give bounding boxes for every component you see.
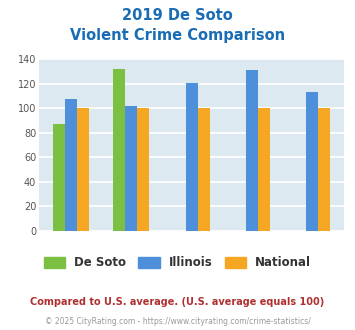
Text: Compared to U.S. average. (U.S. average equals 100): Compared to U.S. average. (U.S. average … [31,297,324,307]
Text: Violent Crime Comparison: Violent Crime Comparison [70,28,285,43]
Bar [113,69,125,231]
Bar [125,106,137,231]
Bar [318,109,331,231]
Bar [53,124,65,231]
Bar [65,99,77,231]
Text: © 2025 CityRating.com - https://www.cityrating.com/crime-statistics/: © 2025 CityRating.com - https://www.city… [45,317,310,326]
Text: 2019 De Soto: 2019 De Soto [122,8,233,23]
Bar [306,92,318,231]
Bar [258,109,270,231]
Bar [198,109,210,231]
Legend: De Soto, Illinois, National: De Soto, Illinois, National [40,253,315,273]
Bar [186,83,198,231]
Bar [137,109,149,231]
Bar [77,109,89,231]
Bar [246,70,258,231]
